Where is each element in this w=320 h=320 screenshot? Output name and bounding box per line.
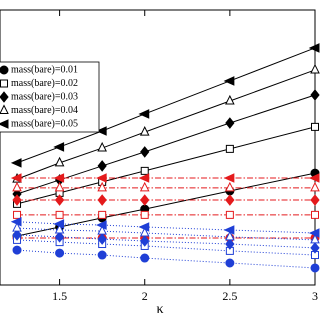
marker bbox=[10, 173, 22, 183]
marker bbox=[140, 253, 150, 263]
legend-label: mass(bare)=0.05 bbox=[11, 118, 78, 129]
marker bbox=[140, 235, 150, 247]
marker bbox=[55, 248, 65, 258]
marker bbox=[0, 65, 9, 75]
marker bbox=[95, 173, 107, 183]
marker bbox=[10, 158, 22, 168]
plot-frame bbox=[0, 9, 316, 286]
marker bbox=[310, 263, 320, 273]
marker bbox=[138, 173, 150, 183]
marker bbox=[53, 173, 65, 183]
marker bbox=[225, 258, 235, 268]
legend-label: mass(bare)=0.04 bbox=[11, 105, 78, 116]
marker bbox=[308, 228, 320, 238]
series-line bbox=[16, 94, 316, 195]
marker bbox=[54, 231, 65, 243]
marker bbox=[223, 173, 235, 183]
marker bbox=[53, 142, 65, 152]
marker bbox=[13, 210, 22, 219]
legend-label: mass(bare)=0.02 bbox=[11, 78, 78, 89]
marker bbox=[12, 221, 22, 232]
marker bbox=[138, 222, 150, 232]
marker bbox=[140, 194, 150, 206]
marker bbox=[140, 146, 150, 158]
marker bbox=[225, 194, 235, 206]
marker bbox=[54, 223, 65, 234]
marker bbox=[0, 79, 8, 88]
series-line bbox=[16, 69, 316, 180]
marker bbox=[97, 160, 107, 172]
marker bbox=[223, 76, 235, 86]
marker bbox=[0, 104, 9, 114]
marker bbox=[310, 194, 320, 206]
marker bbox=[53, 219, 65, 229]
marker bbox=[95, 126, 107, 136]
marker bbox=[310, 63, 320, 74]
marker bbox=[0, 91, 9, 103]
x-axis-label: κ bbox=[156, 302, 163, 317]
marker bbox=[12, 194, 22, 206]
marker bbox=[54, 194, 65, 206]
marker bbox=[310, 181, 320, 192]
marker bbox=[308, 173, 320, 183]
legend-label: mass(bare)=0.01 bbox=[11, 64, 78, 75]
marker bbox=[138, 109, 150, 119]
marker bbox=[12, 245, 22, 255]
legend-box bbox=[0, 61, 100, 133]
marker bbox=[223, 225, 235, 235]
x-tick-label: 3 bbox=[312, 289, 318, 303]
series-line bbox=[16, 126, 316, 205]
marker bbox=[310, 242, 320, 254]
series-line bbox=[16, 47, 316, 164]
marker bbox=[225, 94, 235, 105]
marker bbox=[54, 181, 65, 192]
marker bbox=[55, 210, 64, 219]
marker bbox=[0, 119, 9, 129]
marker bbox=[310, 233, 320, 244]
marker bbox=[98, 210, 107, 219]
marker bbox=[54, 156, 65, 167]
marker bbox=[311, 210, 319, 219]
marker bbox=[225, 210, 234, 219]
marker bbox=[10, 216, 22, 227]
marker bbox=[97, 224, 107, 235]
marker bbox=[97, 233, 107, 245]
marker bbox=[225, 181, 235, 192]
marker bbox=[97, 194, 107, 206]
marker bbox=[139, 181, 150, 192]
x-tick-label: 1.5 bbox=[52, 289, 67, 303]
marker bbox=[225, 230, 235, 241]
marker bbox=[139, 125, 150, 136]
marker bbox=[12, 181, 22, 192]
x-tick-label: 2.5 bbox=[222, 289, 237, 303]
x-tick-label: 2 bbox=[142, 289, 148, 303]
marker bbox=[97, 250, 107, 260]
marker bbox=[95, 220, 107, 230]
marker bbox=[139, 226, 150, 237]
marker bbox=[140, 210, 149, 219]
marker bbox=[225, 117, 235, 129]
marker bbox=[97, 181, 107, 192]
marker bbox=[310, 89, 320, 101]
marker bbox=[308, 43, 320, 53]
marker bbox=[311, 122, 319, 131]
marker bbox=[12, 229, 22, 241]
marker bbox=[225, 238, 235, 250]
legend: mass(bare)=0.01 mass(bare)=0.02 mass(bare)… bbox=[0, 61, 100, 133]
marker bbox=[97, 141, 107, 152]
marker bbox=[140, 166, 149, 175]
marker bbox=[225, 144, 234, 153]
legend-label: mass(bare)=0.03 bbox=[11, 91, 78, 102]
